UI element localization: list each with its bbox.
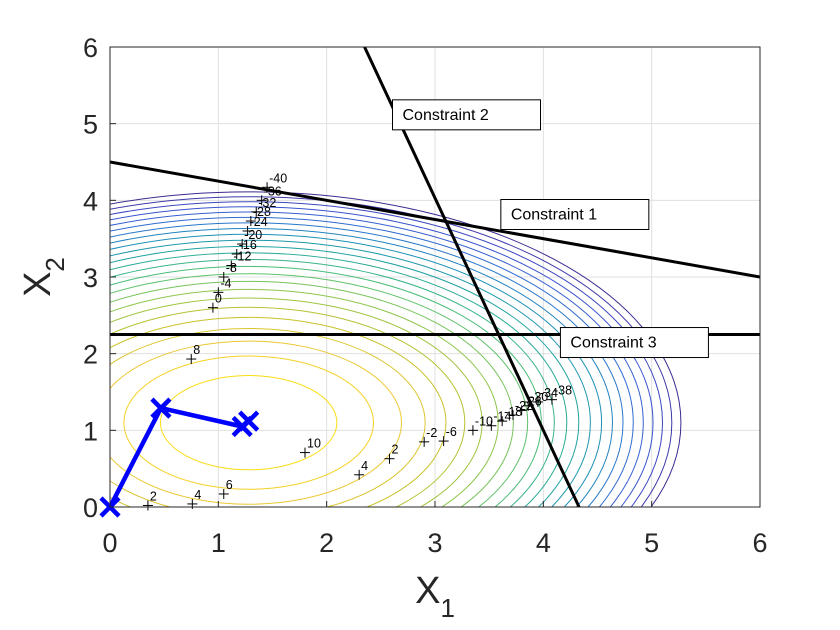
contour-line	[110, 211, 644, 507]
y-tick-label: 4	[83, 186, 98, 216]
point-label: 0	[215, 292, 222, 306]
y-tick-label: 3	[83, 263, 98, 293]
path-marker-b	[238, 410, 260, 432]
contour-line	[110, 252, 568, 507]
x-axis-label: X1	[415, 570, 455, 623]
contour-line	[110, 306, 466, 507]
point-label: -12	[233, 250, 251, 264]
x-tick-label: 6	[752, 528, 767, 558]
point-label: 2	[150, 489, 157, 503]
point-label: -4	[220, 276, 231, 290]
point-label: -16	[239, 238, 257, 252]
contour-line	[110, 316, 447, 507]
constraint-label-box: Constraint 3	[559, 327, 709, 359]
y-tick-label: 5	[83, 110, 98, 140]
point-label: 2	[392, 443, 399, 457]
contour-line	[110, 201, 663, 507]
contour-line	[110, 297, 483, 507]
point-label: -36	[264, 184, 282, 198]
constraint-label-frame	[500, 199, 650, 230]
x-axis-label-sub: 1	[440, 593, 454, 623]
constraint-label-box: Constraint 2	[392, 99, 541, 131]
point-label: -40	[269, 171, 287, 185]
contour-line	[110, 340, 402, 505]
y-axis-ticks: 0 1 2 3 4 5 6	[83, 33, 116, 523]
contour-line	[110, 280, 514, 507]
path-marker-b	[150, 397, 172, 419]
contour-line	[110, 239, 591, 507]
point-label: 10	[307, 437, 321, 451]
x-tick-label: 2	[319, 528, 334, 558]
point-label: 8	[193, 343, 200, 357]
point-label: -6	[446, 425, 457, 439]
contour-line	[123, 355, 374, 490]
constraint-label-text: Constraint 1	[511, 207, 597, 224]
y-tick-label: 2	[83, 340, 98, 370]
contour-line	[110, 233, 602, 507]
x-tick-label: 5	[644, 528, 659, 558]
y-tick-label: 6	[83, 33, 98, 63]
constraint-annotations: Constraint 1 Constraint 2 Constraint 3	[392, 99, 709, 359]
x-axis-label-base: X	[415, 570, 440, 612]
contour-line	[110, 288, 499, 507]
contour-line	[159, 375, 338, 471]
contour-line	[110, 206, 654, 507]
point-label: -28	[253, 205, 271, 219]
y-axis-label: X2	[17, 257, 70, 297]
contour-line	[110, 191, 682, 507]
constraint-label-text: Constraint 3	[570, 335, 656, 352]
contour-line	[110, 273, 529, 507]
point-label: 6	[226, 478, 233, 492]
contour-lines	[110, 191, 682, 507]
x-tick-label: 3	[427, 528, 442, 558]
constraint-line	[110, 160, 760, 279]
x-tick-label: 1	[211, 528, 226, 558]
x-tick-label: 0	[102, 528, 117, 558]
constraint-label-frame	[392, 99, 541, 131]
point-label: 4	[361, 459, 368, 473]
y-axis-label-sub: 2	[40, 257, 70, 271]
contour-line	[110, 327, 426, 507]
point-label: -30	[530, 390, 548, 404]
x-tick-label: 4	[536, 528, 551, 558]
contour-line	[110, 259, 555, 507]
contour-line	[110, 228, 613, 507]
contour-line	[110, 245, 580, 507]
point-label: -38	[554, 384, 572, 398]
constraint-label-text: Constraint 2	[403, 107, 489, 124]
constraint-label-frame	[559, 327, 709, 359]
point-label: -20	[244, 228, 262, 242]
constraint-label-box: Constraint 1	[500, 199, 650, 230]
contour-line	[110, 222, 624, 507]
point-label: -10	[475, 414, 493, 428]
y-tick-label: 0	[83, 493, 98, 523]
y-tick-label: 1	[83, 416, 98, 446]
point-label: 4	[194, 488, 201, 502]
optimization-path	[99, 397, 260, 518]
x-axis-ticks: 0 1 2 3 4 5 6	[102, 501, 768, 558]
point-label: -34	[540, 386, 558, 400]
contour-line	[110, 216, 634, 507]
point-label: -2	[426, 426, 437, 440]
y-axis-label-base: X	[17, 272, 59, 297]
point-label: -32	[258, 196, 276, 210]
point-label: -24	[250, 215, 268, 229]
contour-line	[110, 196, 673, 507]
